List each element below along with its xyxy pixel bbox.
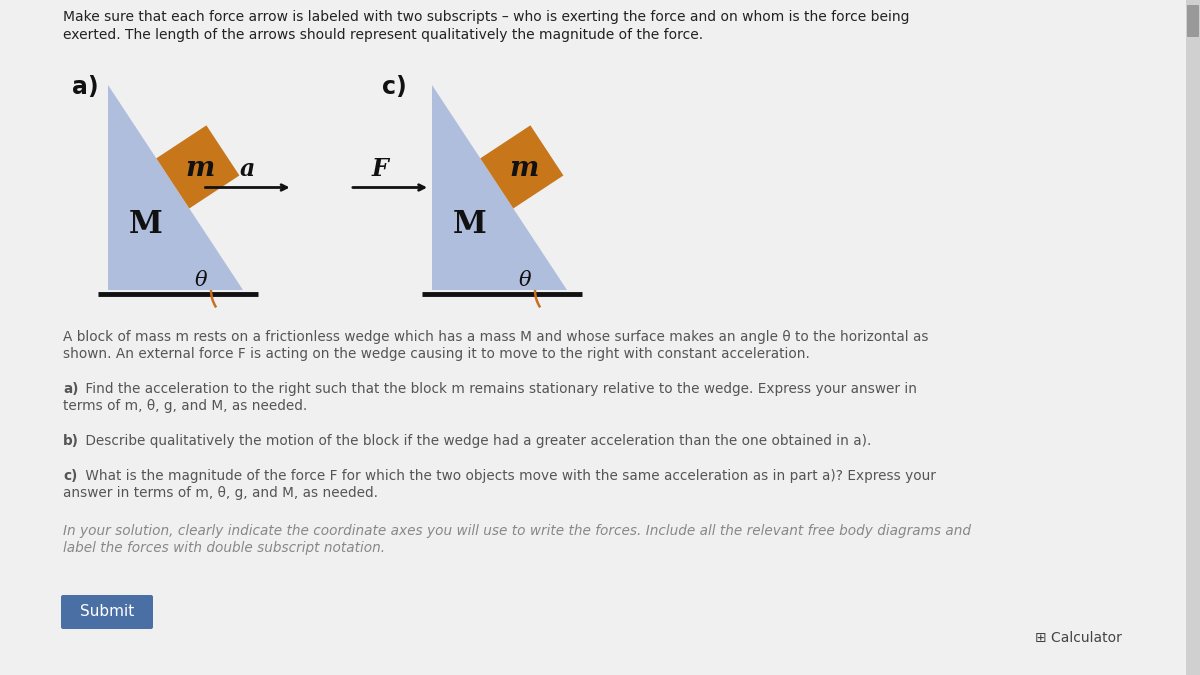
- Text: c): c): [382, 75, 407, 99]
- Text: A block of mass m rests on a frictionless wedge which has a mass M and whose sur: A block of mass m rests on a frictionles…: [64, 330, 929, 344]
- Text: c): c): [64, 469, 77, 483]
- Text: What is the magnitude of the force F for which the two objects move with the sam: What is the magnitude of the force F for…: [82, 469, 936, 483]
- FancyBboxPatch shape: [61, 595, 154, 629]
- Text: Describe qualitatively the motion of the block if the wedge had a greater accele: Describe qualitatively the motion of the…: [82, 434, 871, 448]
- Text: Submit: Submit: [80, 605, 134, 620]
- Text: M: M: [128, 209, 163, 240]
- Text: In your solution, clearly indicate the coordinate axes you will use to write the: In your solution, clearly indicate the c…: [64, 524, 971, 538]
- Polygon shape: [108, 85, 242, 290]
- Polygon shape: [480, 126, 564, 209]
- Text: m: m: [185, 155, 215, 182]
- Text: m: m: [509, 155, 539, 182]
- Text: Find the acceleration to the right such that the block m remains stationary rela: Find the acceleration to the right such …: [82, 382, 917, 396]
- Text: a): a): [64, 382, 78, 396]
- Text: terms of m, θ, g, and M, as needed.: terms of m, θ, g, and M, as needed.: [64, 399, 307, 413]
- Bar: [1186, 0, 1200, 675]
- Text: θ: θ: [194, 271, 208, 290]
- Text: exerted. The length of the arrows should represent qualitatively the magnitude o: exerted. The length of the arrows should…: [64, 28, 703, 42]
- Text: θ: θ: [518, 271, 532, 290]
- Text: shown. An external force F is acting on the wedge causing it to move to the righ: shown. An external force F is acting on …: [64, 347, 810, 361]
- Text: Make sure that each force arrow is labeled with two subscripts – who is exerting: Make sure that each force arrow is label…: [64, 10, 910, 24]
- Text: a): a): [72, 75, 98, 99]
- Text: M: M: [452, 209, 487, 240]
- Text: F: F: [372, 157, 389, 182]
- Polygon shape: [432, 85, 568, 290]
- Polygon shape: [156, 126, 240, 209]
- Text: b): b): [64, 434, 79, 448]
- Text: ⊞ Calculator: ⊞ Calculator: [1034, 631, 1122, 645]
- Text: label the forces with double subscript notation.: label the forces with double subscript n…: [64, 541, 385, 555]
- Text: answer in terms of m, θ, g, and M, as needed.: answer in terms of m, θ, g, and M, as ne…: [64, 486, 378, 500]
- Text: a: a: [240, 157, 256, 182]
- FancyBboxPatch shape: [1187, 5, 1199, 37]
